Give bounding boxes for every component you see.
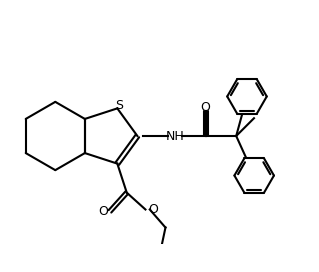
Text: O: O: [148, 203, 158, 216]
Text: S: S: [115, 99, 123, 112]
Text: O: O: [98, 205, 108, 218]
Text: O: O: [201, 101, 211, 115]
Text: NH: NH: [166, 129, 184, 143]
